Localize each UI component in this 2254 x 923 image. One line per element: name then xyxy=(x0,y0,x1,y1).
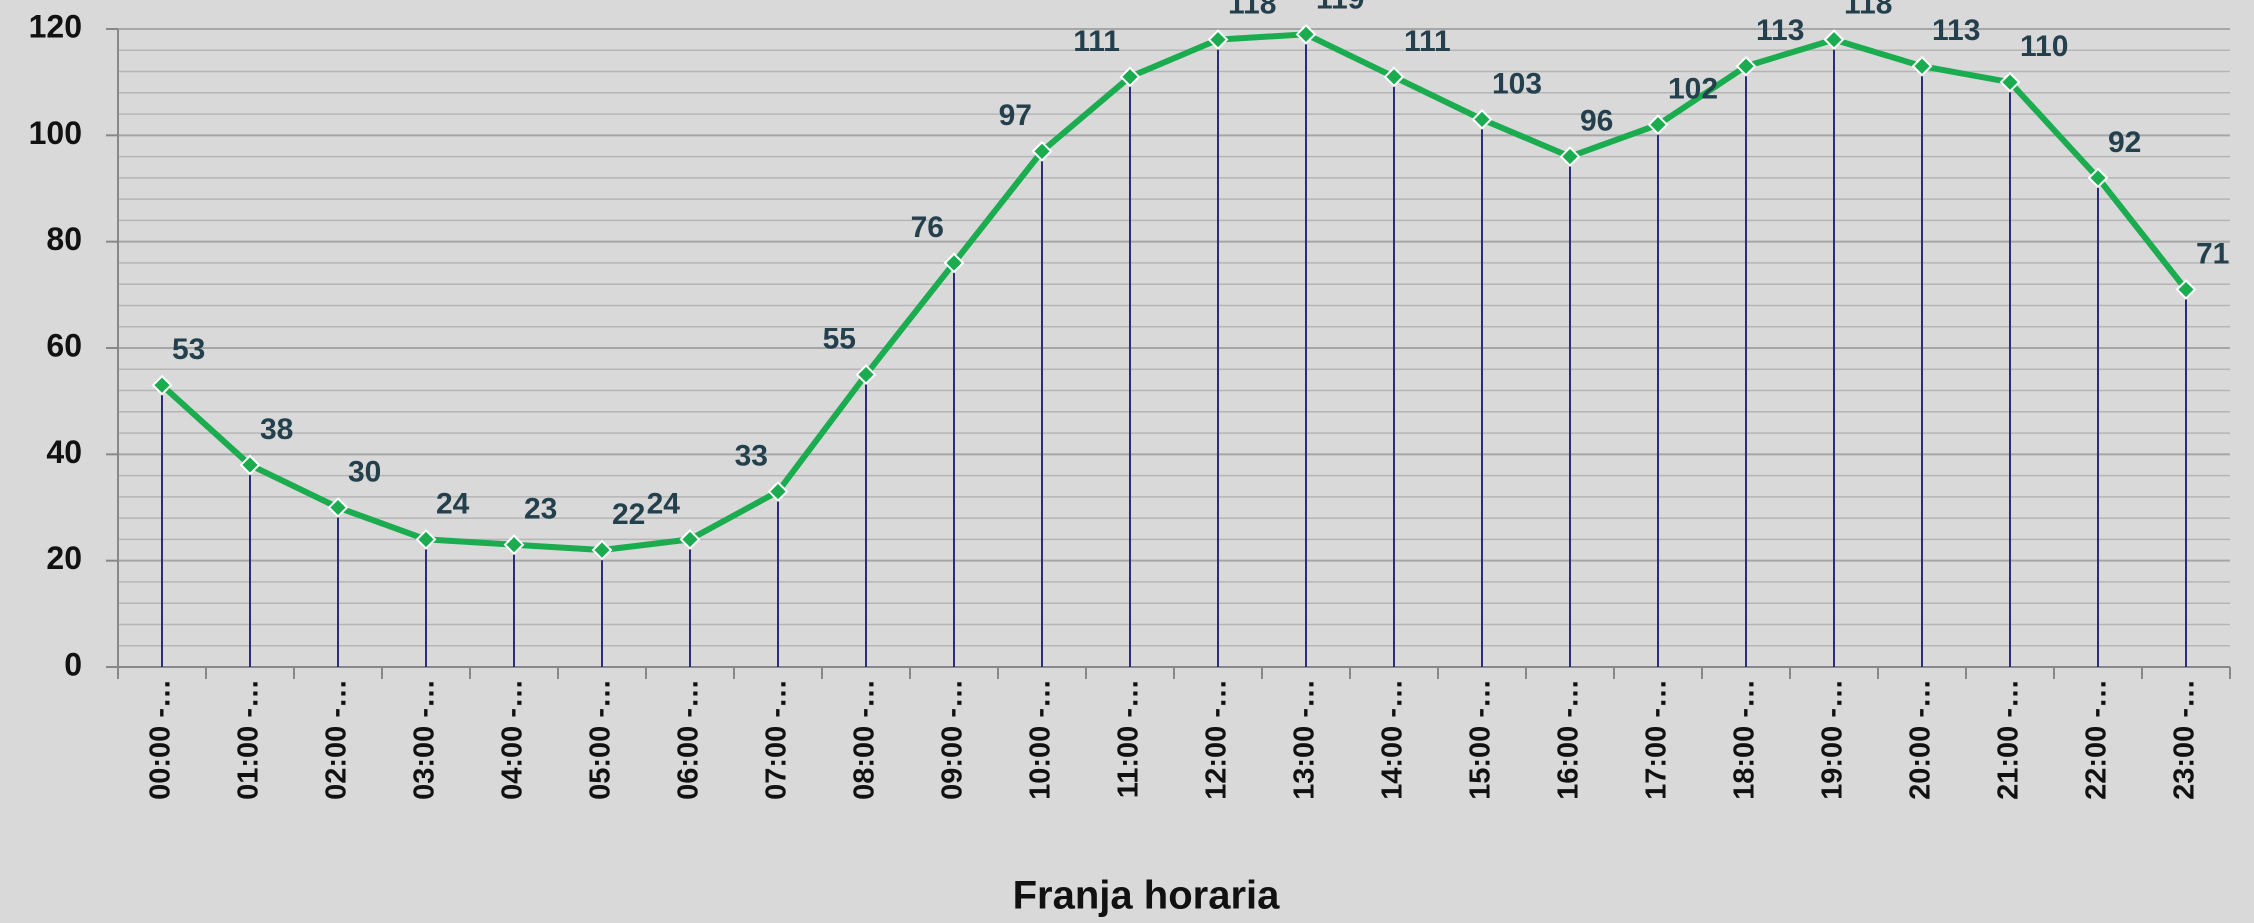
data-label: 119 xyxy=(1316,0,1364,15)
marker xyxy=(1647,114,1669,136)
data-label: 111 xyxy=(1404,25,1451,58)
data-label: 97 xyxy=(999,99,1032,132)
marker xyxy=(2175,279,2197,300)
marker xyxy=(1999,71,2021,93)
data-label: 92 xyxy=(2108,126,2141,159)
marker xyxy=(679,528,701,550)
x-tick-label: 19:00 -… xyxy=(1817,679,1849,800)
data-label: 38 xyxy=(260,413,293,446)
marker xyxy=(2087,167,2109,189)
marker xyxy=(855,364,877,385)
x-tick-label: 03:00 -… xyxy=(409,679,441,800)
x-tick-label: 04:00 -… xyxy=(497,679,529,800)
data-label: 96 xyxy=(1580,105,1613,138)
marker xyxy=(239,454,261,476)
marker xyxy=(1559,146,1581,168)
marker xyxy=(1823,29,1845,51)
x-tick-label: 21:00 -… xyxy=(1993,679,2025,800)
x-tick-label: 18:00 -… xyxy=(1729,679,1761,800)
data-label: 55 xyxy=(823,323,856,356)
data-label: 111 xyxy=(1073,25,1120,58)
data-label: 118 xyxy=(1228,0,1276,21)
x-tick-label: 05:00 -… xyxy=(585,679,617,800)
y-tick-label: 100 xyxy=(29,115,82,151)
marker xyxy=(503,534,525,556)
y-tick-label: 0 xyxy=(64,646,82,682)
marker xyxy=(943,252,965,274)
marker xyxy=(1207,29,1229,51)
data-label: 110 xyxy=(2020,30,2068,63)
marker xyxy=(1295,23,1317,45)
x-tick-label: 07:00 -… xyxy=(761,679,793,800)
x-tick-label: 06:00 -… xyxy=(673,679,705,800)
x-tick-label: 02:00 -… xyxy=(321,679,353,800)
x-axis-title: Franja horaria xyxy=(1013,874,1281,918)
x-tick-label: 20:00 -… xyxy=(1905,679,1937,800)
marker xyxy=(591,539,613,561)
marker xyxy=(415,528,437,550)
x-tick-label: 01:00 -… xyxy=(233,679,265,800)
y-tick-label: 80 xyxy=(46,221,82,257)
data-label: 33 xyxy=(735,439,768,472)
x-tick-label: 00:00 -… xyxy=(145,679,177,800)
y-tick-label: 20 xyxy=(46,540,82,576)
x-tick-label: 17:00 -… xyxy=(1641,679,1673,800)
marker xyxy=(1031,140,1053,162)
x-tick-label: 22:00 -… xyxy=(2081,679,2113,800)
data-label: 113 xyxy=(1756,14,1804,47)
x-tick-label: 08:00 -… xyxy=(849,679,881,800)
y-tick-label: 120 xyxy=(29,8,82,44)
x-tick-label: 12:00 -… xyxy=(1201,679,1233,800)
x-tick-label: 11:00 -… xyxy=(1113,679,1145,798)
data-label: 24 xyxy=(436,487,470,520)
marker xyxy=(1735,55,1757,77)
x-tick-label: 09:00 -… xyxy=(937,679,969,800)
data-label: 102 xyxy=(1668,73,1718,106)
marker xyxy=(767,481,789,502)
line xyxy=(159,31,2189,554)
x-tick-label: 14:00 -… xyxy=(1377,679,1409,800)
y-tick-label: 60 xyxy=(46,327,82,363)
data-label: 118 xyxy=(1844,0,1892,21)
marker xyxy=(1471,108,1493,130)
data-label: 103 xyxy=(1492,67,1542,100)
data-label: 71 xyxy=(2196,237,2229,270)
data-label: 53 xyxy=(172,333,205,366)
data-label: 24 xyxy=(647,487,681,520)
x-tick-label: 16:00 -… xyxy=(1553,679,1585,800)
data-label: 30 xyxy=(348,455,381,488)
data-label: 113 xyxy=(1932,14,1980,47)
marker xyxy=(1119,66,1141,88)
marker xyxy=(151,374,173,396)
marker xyxy=(1911,55,1933,77)
y-tick-label: 40 xyxy=(46,434,82,470)
marker xyxy=(1383,66,1405,88)
x-tick-label: 10:00 -… xyxy=(1025,679,1057,800)
data-label: 23 xyxy=(524,493,557,526)
x-tick-label: 13:00 -… xyxy=(1289,679,1321,800)
x-tick-label: 23:00 -… xyxy=(2169,679,2201,800)
data-label: 22 xyxy=(612,498,645,531)
x-tick-label: 15:00 -… xyxy=(1465,679,1497,800)
data-label: 76 xyxy=(911,211,944,244)
marker xyxy=(327,497,349,518)
